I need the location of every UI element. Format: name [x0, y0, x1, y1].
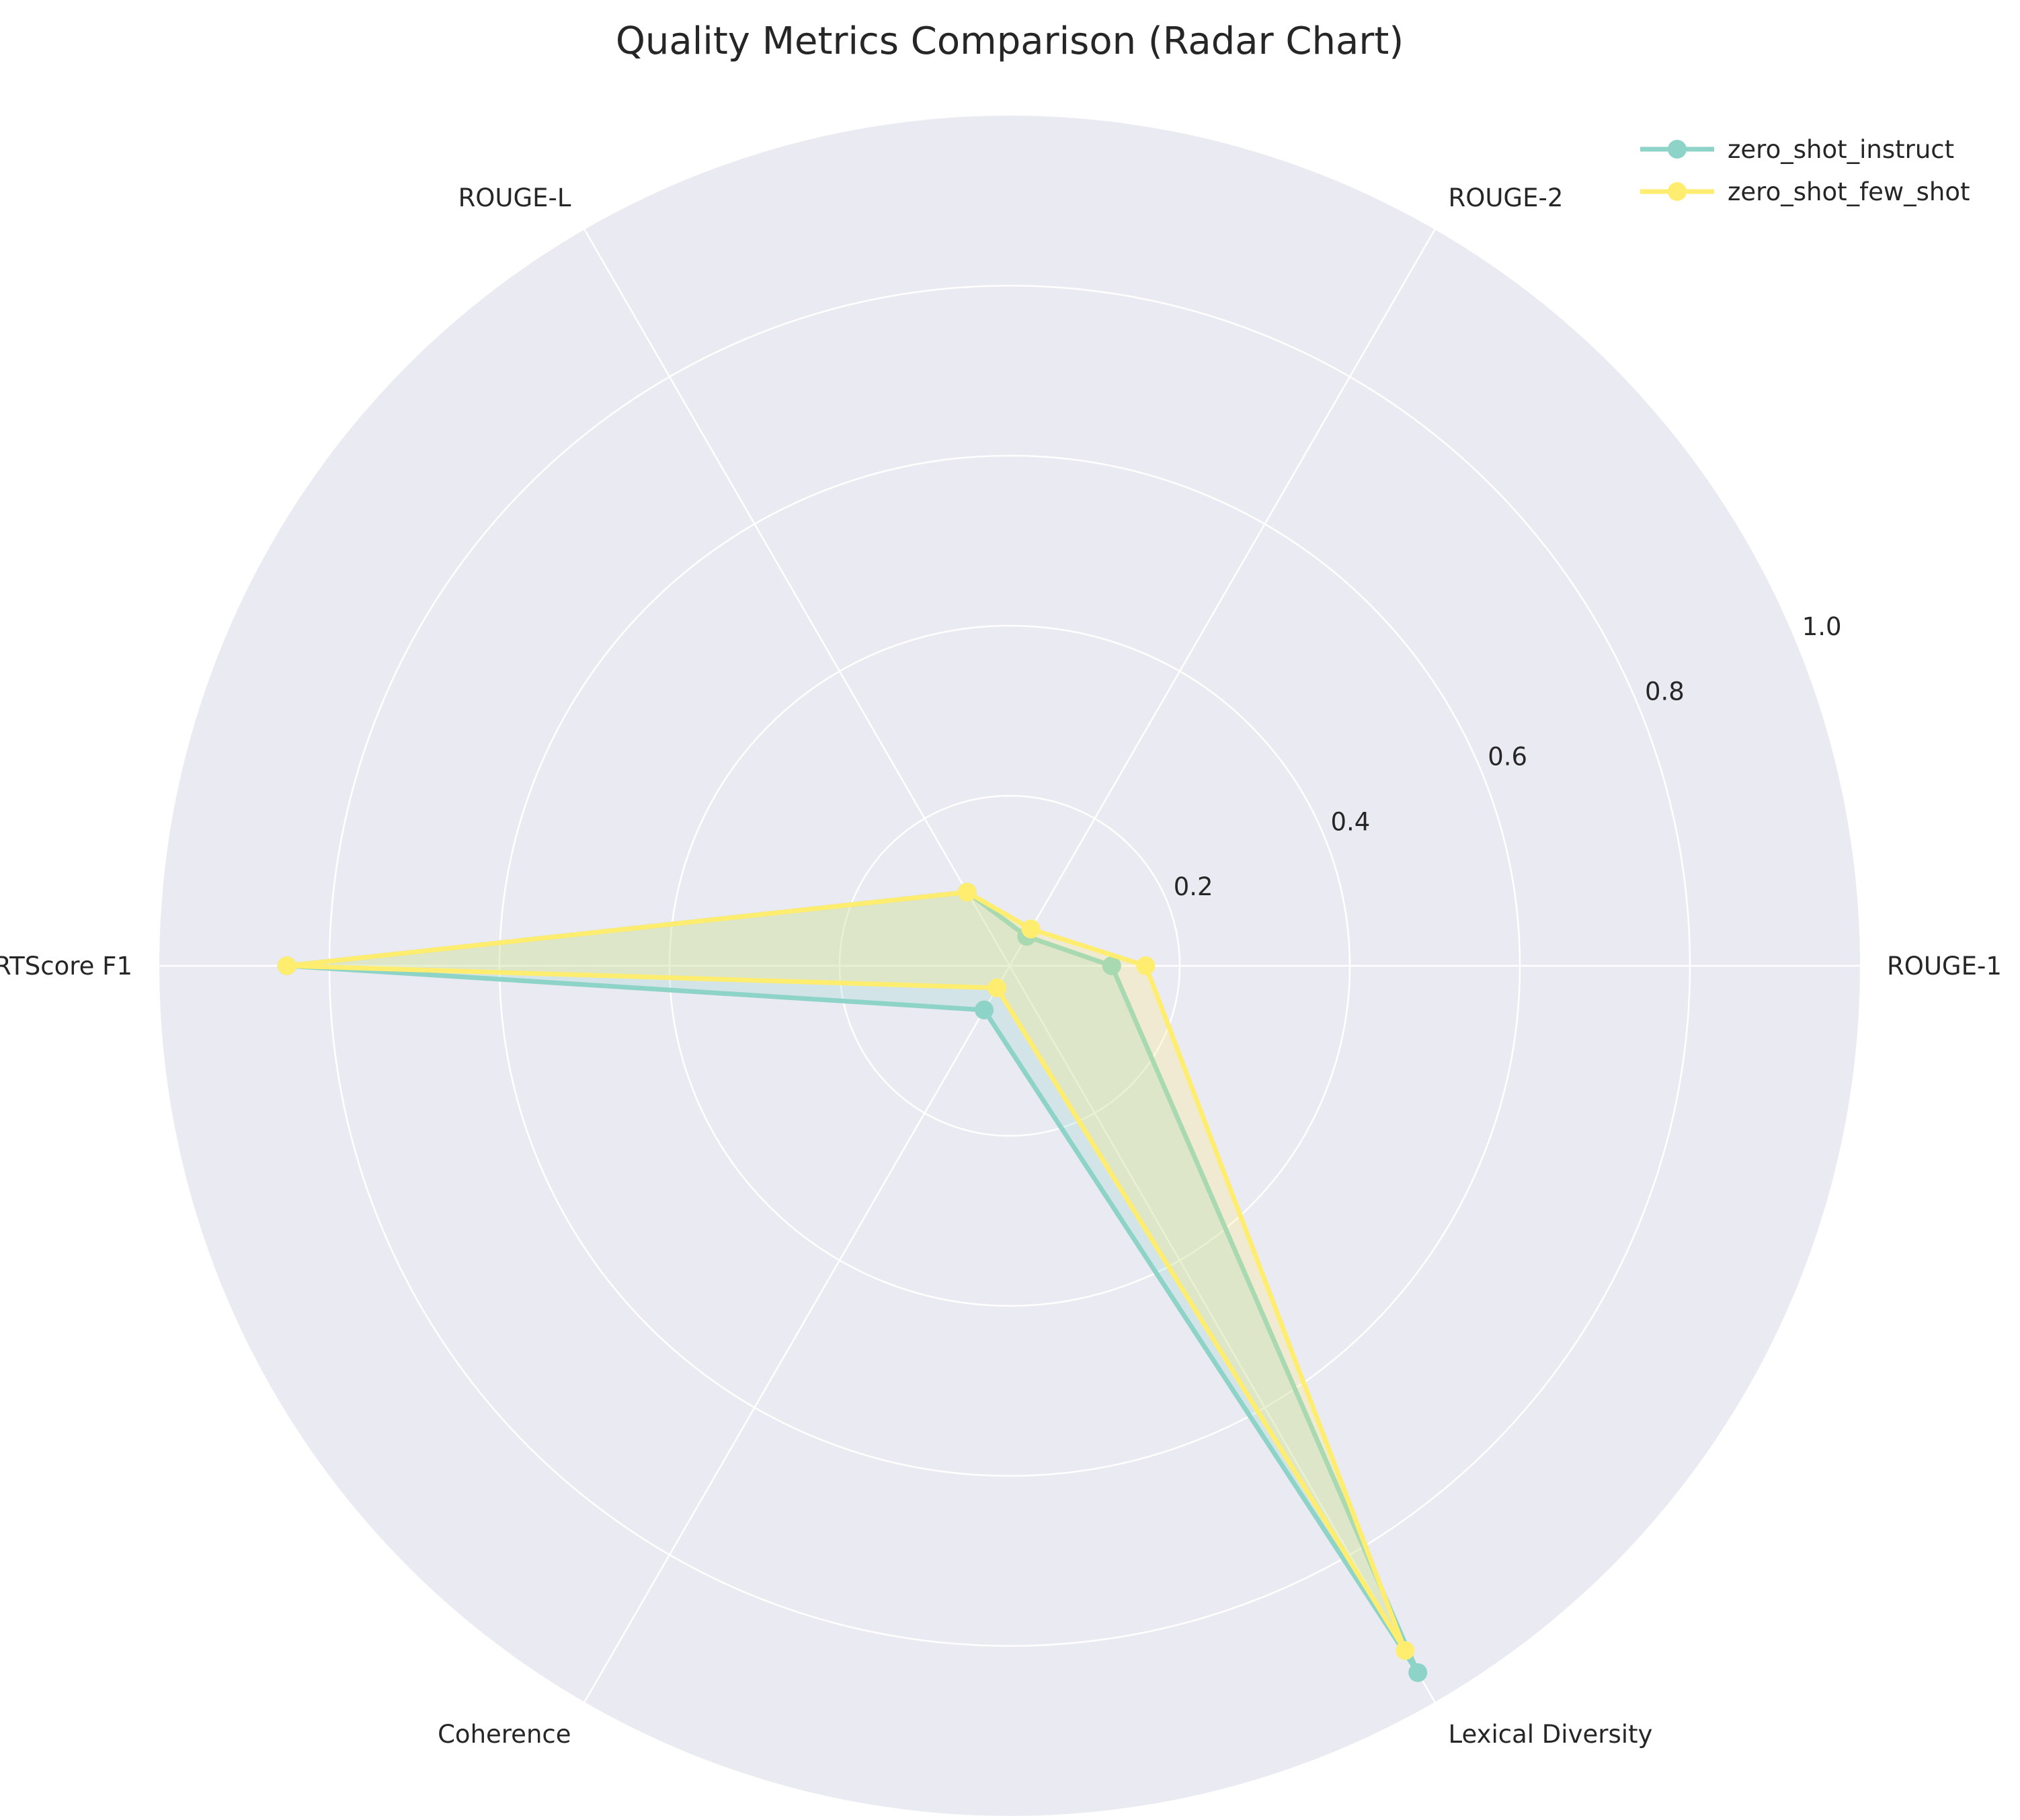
chart-title: Quality Metrics Comparison (Radar Chart)	[616, 19, 1404, 63]
data-point-Lexical Diversity	[1408, 1663, 1428, 1682]
legend-swatch-marker	[1668, 140, 1687, 159]
data-point-ROUGE-2	[1021, 919, 1041, 939]
category-label: Coherence	[438, 1720, 571, 1749]
legend-label: zero_shot_instruct	[1728, 135, 1954, 164]
category-label: ROUGE-L	[458, 183, 571, 212]
radial-tick-labels: 0.2 0.4 0.6 0.8 1.0	[1174, 612, 1842, 901]
radial-tick-label: 0.4	[1330, 807, 1370, 836]
legend[interactable]: zero_shot_instruct zero_shot_few_shot	[1640, 135, 1970, 206]
category-label: BERTScore F1	[0, 952, 132, 981]
radial-tick-label: 0.6	[1488, 743, 1527, 772]
radial-tick-label: 1.0	[1802, 612, 1842, 641]
radial-tick-label: 0.2	[1174, 872, 1213, 901]
legend-swatch-marker	[1668, 182, 1687, 201]
data-point-ROUGE-1	[1136, 956, 1156, 975]
series-zero_shot_few_shot	[277, 882, 1415, 1660]
series-area	[286, 892, 1406, 1651]
legend-item[interactable]: zero_shot_few_shot	[1640, 177, 1970, 206]
category-label: Lexical Diversity	[1449, 1720, 1653, 1749]
data-point-BERTScore F1	[277, 956, 296, 975]
data-point-ROUGE-L	[957, 882, 977, 902]
spoke-4	[583, 965, 1011, 1703]
legend-label: zero_shot_few_shot	[1728, 177, 1970, 206]
spoke-1	[1008, 229, 1436, 966]
data-point-ROUGE-1	[1102, 956, 1121, 975]
series-area	[286, 892, 1418, 1673]
data-point-Coherence	[987, 978, 1007, 997]
series-layer	[277, 882, 1428, 1682]
data-point-Coherence	[975, 1000, 994, 1020]
category-labels: ROUGE-1 ROUGE-2 ROUGE-L BERTScore F1 Coheren…	[0, 183, 2002, 1749]
legend-item[interactable]: zero_shot_instruct	[1640, 135, 1954, 164]
spoke-2	[583, 229, 1011, 966]
radial-tick-label: 0.8	[1645, 677, 1685, 706]
category-label: ROUGE-2	[1449, 183, 1564, 212]
category-label: ROUGE-1	[1887, 952, 2002, 981]
data-point-Lexical Diversity	[1396, 1641, 1415, 1660]
